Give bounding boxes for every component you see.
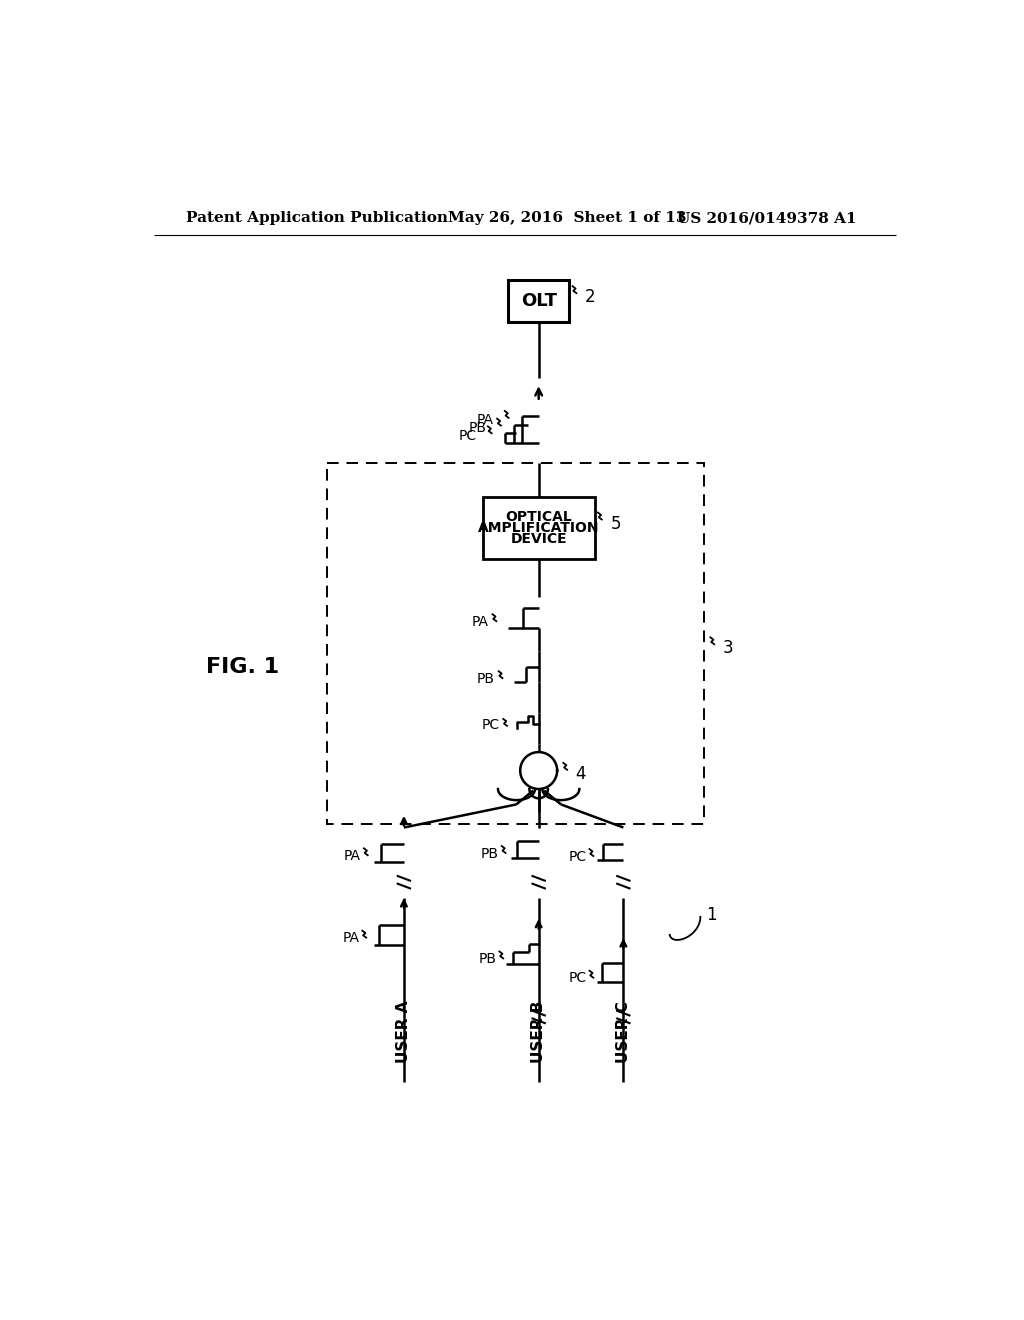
Text: PA: PA bbox=[344, 849, 360, 863]
Text: US 2016/0149378 A1: US 2016/0149378 A1 bbox=[677, 211, 857, 226]
Text: OPTICAL: OPTICAL bbox=[505, 511, 572, 524]
Text: PB: PB bbox=[480, 846, 499, 861]
Text: OLT: OLT bbox=[520, 292, 557, 310]
Bar bbox=[508, 280, 569, 322]
Text: USER A: USER A bbox=[396, 1001, 412, 1063]
Text: PC: PC bbox=[568, 972, 587, 986]
Text: PC: PC bbox=[482, 718, 500, 733]
Text: USER B: USER B bbox=[531, 1001, 546, 1063]
Text: PB: PB bbox=[468, 421, 486, 434]
Text: May 26, 2016  Sheet 1 of 13: May 26, 2016 Sheet 1 of 13 bbox=[447, 211, 686, 226]
Text: PA: PA bbox=[477, 413, 494, 428]
Text: PC: PC bbox=[568, 850, 587, 863]
Text: PB: PB bbox=[478, 952, 497, 966]
Text: Patent Application Publication: Patent Application Publication bbox=[186, 211, 449, 226]
Text: PA: PA bbox=[342, 932, 359, 945]
Text: DEVICE: DEVICE bbox=[510, 532, 567, 545]
Text: AMPLIFICATION: AMPLIFICATION bbox=[478, 521, 599, 535]
Text: 2: 2 bbox=[585, 288, 596, 306]
Text: 1: 1 bbox=[707, 907, 717, 924]
Text: USER C: USER C bbox=[615, 1002, 631, 1063]
Text: PB: PB bbox=[477, 672, 495, 686]
Text: 4: 4 bbox=[575, 766, 586, 783]
Text: 3: 3 bbox=[723, 639, 733, 657]
Bar bbox=[327, 462, 705, 825]
Text: FIG. 1: FIG. 1 bbox=[206, 656, 279, 677]
Text: 5: 5 bbox=[610, 515, 621, 533]
Text: PC: PC bbox=[459, 429, 477, 442]
Bar bbox=[483, 498, 595, 558]
Text: PA: PA bbox=[472, 615, 488, 628]
